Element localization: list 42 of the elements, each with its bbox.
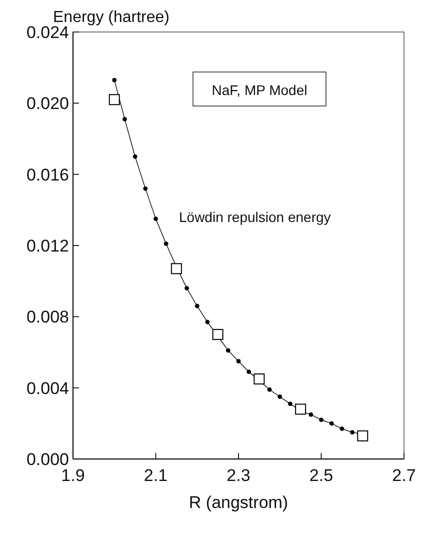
point: [254, 373, 265, 384]
point: [194, 304, 200, 308]
x-tick-label: 1.9: [61, 466, 85, 485]
y-tick-label: 0.004: [26, 378, 69, 398]
y-tick-label: 0.008: [26, 308, 69, 327]
point: [295, 404, 306, 415]
point: [246, 370, 252, 374]
annotation: Löwdin repulsion energy: [179, 209, 331, 225]
point: [329, 421, 334, 426]
x-tick-label: 2.3: [226, 466, 250, 485]
x-tick-label: 2.5: [309, 466, 334, 485]
point: [164, 242, 168, 246]
point: [278, 394, 282, 399]
y-tick-label: 0.024: [26, 23, 69, 42]
point: [319, 418, 324, 422]
point: [236, 358, 241, 364]
y-tick-label: 0.016: [26, 165, 69, 184]
y-tick-label: 0.020: [26, 94, 69, 114]
y-tick-label: 0.012: [26, 236, 69, 256]
point: [108, 94, 120, 106]
point: [288, 402, 292, 406]
point: [143, 186, 148, 191]
x-tick-label: 2.7: [392, 466, 416, 485]
y-tick-label: 0.000: [26, 450, 69, 469]
point: [350, 430, 354, 435]
point: [267, 387, 272, 392]
x-tick-label: 2.1: [144, 466, 168, 485]
point: [357, 430, 368, 442]
point: [170, 263, 182, 274]
point: [340, 426, 344, 431]
point: [184, 286, 189, 290]
point: [205, 320, 210, 324]
point: [112, 78, 117, 82]
point: [122, 116, 127, 122]
x-axis-title: R (angstrom): [188, 493, 288, 512]
y-axis-title: Energy (hartree): [53, 9, 170, 26]
point: [154, 216, 158, 222]
annotation: NaF, MP Model: [212, 82, 308, 98]
point: [132, 154, 138, 159]
point: [226, 348, 230, 353]
point: [212, 328, 224, 340]
point: [308, 412, 314, 417]
